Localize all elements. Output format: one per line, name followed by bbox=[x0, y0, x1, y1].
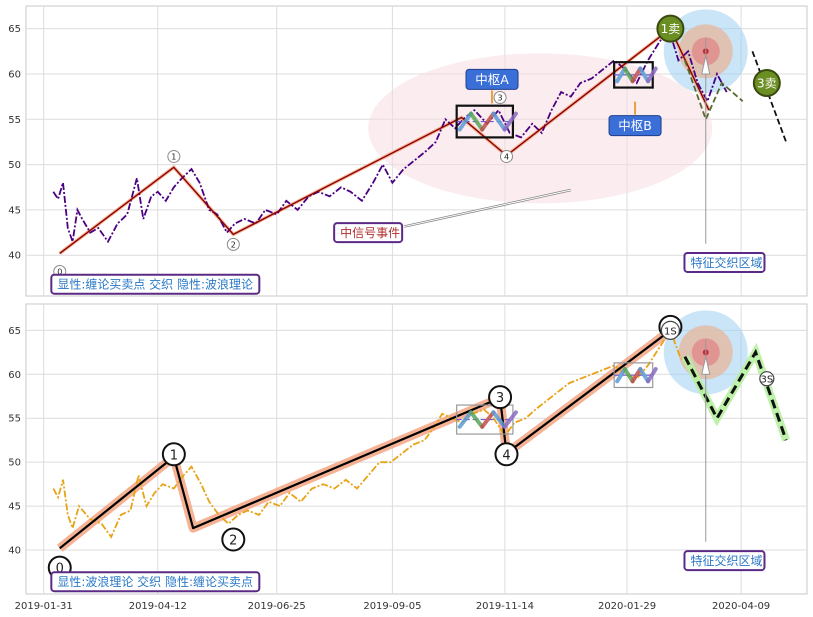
x-tick-label: 2019-09-05 bbox=[363, 601, 421, 612]
y-tick-label: 45 bbox=[8, 205, 21, 216]
wave-label: 2 bbox=[231, 240, 236, 249]
y-tick-label: 50 bbox=[8, 458, 21, 469]
wave-label: 1 bbox=[171, 152, 176, 161]
wave-label: 4 bbox=[504, 152, 509, 161]
x-tick-label: 2020-04-09 bbox=[712, 601, 770, 612]
y-tick-label: 40 bbox=[8, 546, 21, 557]
annotation-text: 中信号事件 bbox=[340, 225, 400, 240]
wave-label: 3 bbox=[498, 94, 503, 103]
center-label: 中枢B bbox=[618, 118, 652, 133]
y-tick-label: 55 bbox=[8, 414, 21, 425]
annotation-text: 特征交织区域 bbox=[690, 553, 762, 568]
center-label: 中枢A bbox=[475, 72, 509, 87]
y-tick-label: 65 bbox=[8, 326, 21, 337]
wave-label: 1 bbox=[170, 448, 178, 463]
y-tick-label: 65 bbox=[8, 24, 21, 35]
sell-marker-label: 3S bbox=[760, 375, 773, 386]
wave-label: 4 bbox=[502, 448, 510, 463]
x-tick-label: 2019-06-25 bbox=[248, 601, 306, 612]
x-tick-label: 2019-01-31 bbox=[15, 601, 73, 612]
x-tick-label: 2019-11-14 bbox=[476, 601, 534, 612]
wave-label: 3 bbox=[496, 391, 504, 406]
y-tick-label: 55 bbox=[8, 115, 21, 126]
x-tick-label: 2020-01-29 bbox=[598, 601, 656, 612]
y-tick-label: 60 bbox=[8, 370, 21, 381]
x-tick-label: 2019-04-12 bbox=[129, 601, 187, 612]
annotation-text: 特征交织区域 bbox=[690, 255, 762, 270]
annotation-text: 显性:波浪理论 交织 隐性:缠论买卖点 bbox=[57, 574, 253, 589]
wave-label: 2 bbox=[229, 534, 237, 549]
panel-top: 404550556065012341卖3卖中信号事件特征交织区域显性:缠论买卖点… bbox=[8, 6, 807, 296]
panel-bottom: 4045505560650123451S3S特征交织区域显性:波浪理论 交织 隐… bbox=[8, 304, 807, 594]
sell-marker-label: 1S bbox=[664, 326, 677, 337]
y-tick-label: 50 bbox=[8, 160, 21, 171]
y-tick-label: 40 bbox=[8, 251, 21, 262]
y-tick-label: 60 bbox=[8, 69, 21, 80]
annotation-text: 显性:缠论买卖点 交织 隐性:波浪理论 bbox=[57, 277, 253, 292]
sell-marker-label: 1卖 bbox=[661, 22, 681, 36]
y-tick-label: 45 bbox=[8, 502, 21, 513]
sell-marker-label: 3卖 bbox=[757, 77, 777, 91]
